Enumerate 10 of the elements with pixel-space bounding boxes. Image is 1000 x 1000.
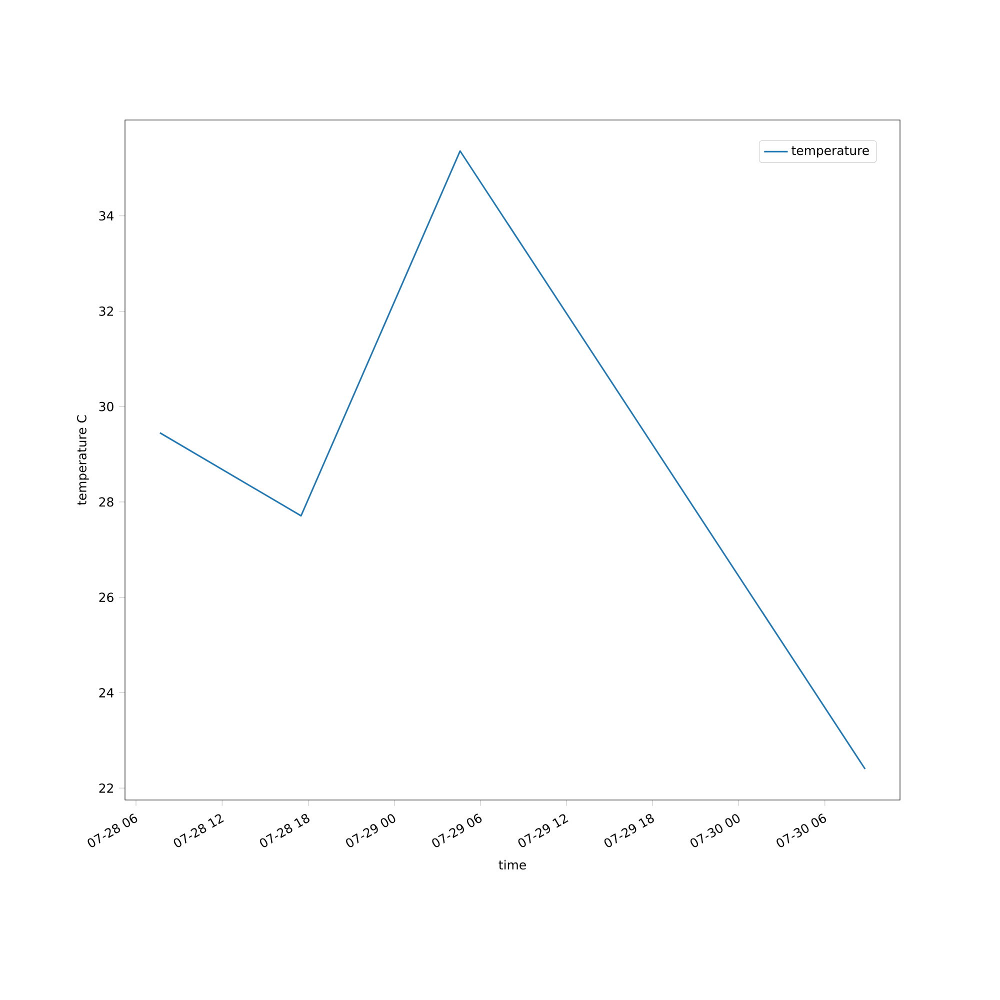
y-tick-label: 24 [99, 688, 114, 698]
y-tick-label: 32 [99, 306, 113, 316]
y-tick-label: 34 [99, 211, 114, 221]
x-axis-title: time [498, 860, 526, 870]
y-axis-title: temperature C [77, 415, 89, 506]
y-tick-label: 30 [99, 402, 114, 412]
y-tick-label: 28 [99, 497, 114, 507]
legend-label: temperature [792, 146, 869, 158]
y-tick-label: 26 [99, 592, 114, 602]
y-tick-label: 22 [99, 783, 113, 793]
